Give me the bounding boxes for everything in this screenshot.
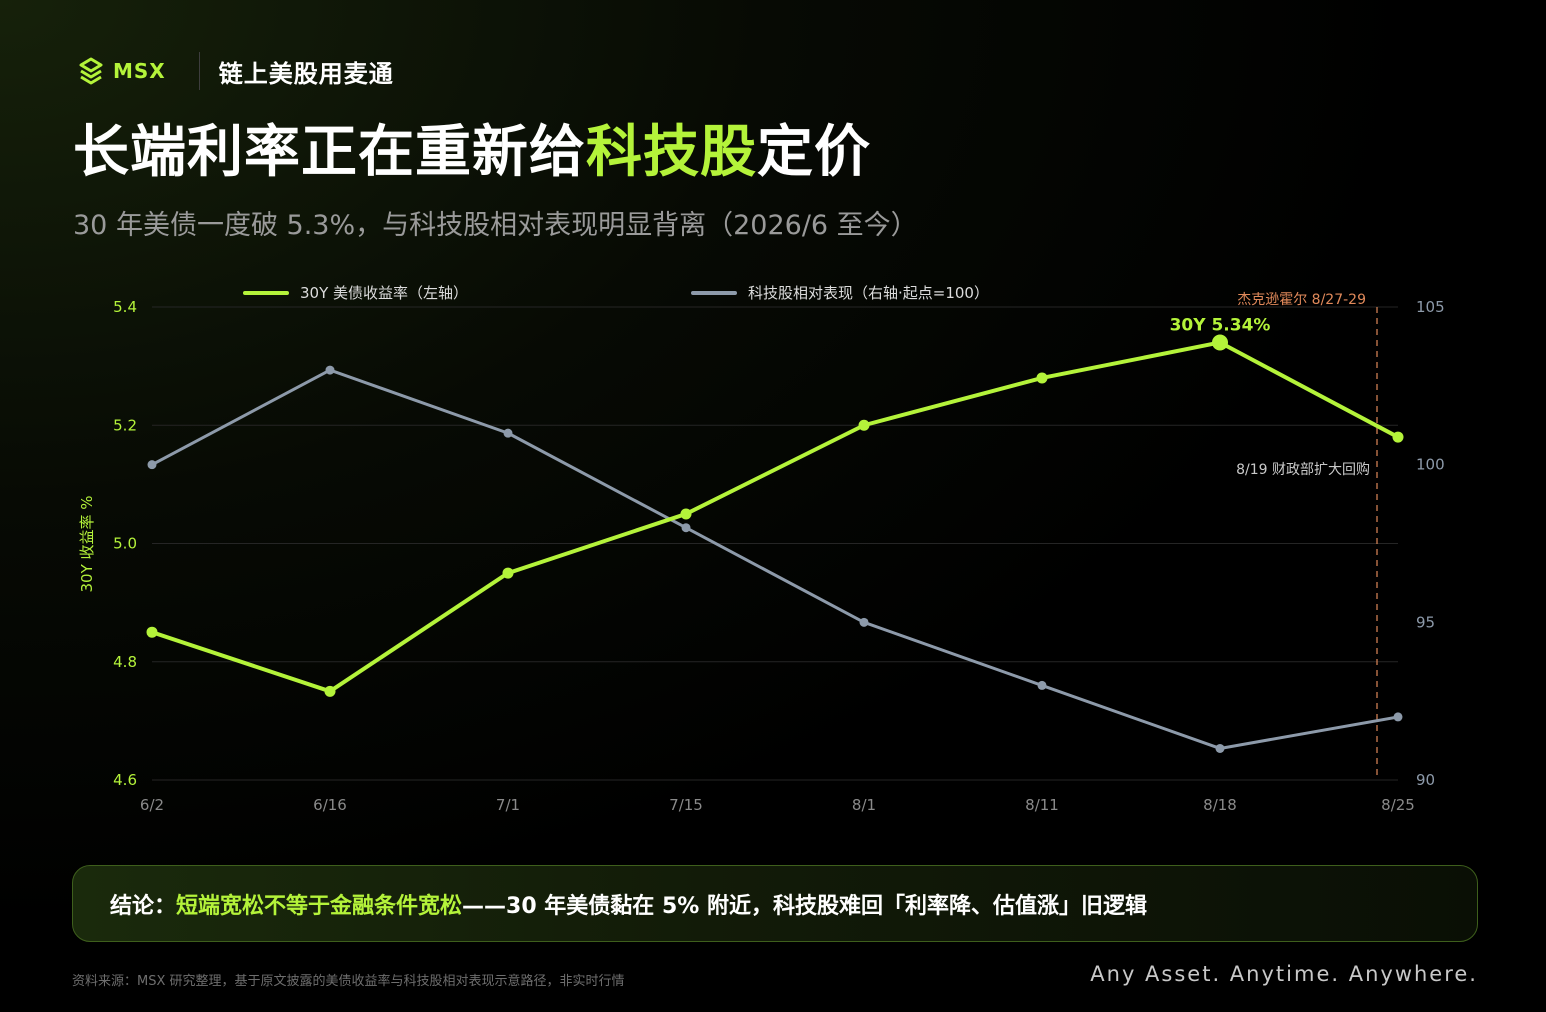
conclusion-box: 结论： 短端宽松不等于金融条件宽松 ——30 年美债黏在 5% 附近，科技股难回「利… — [72, 865, 1478, 942]
data-point-tech — [1215, 743, 1225, 753]
data-point-tech — [503, 428, 513, 438]
x-axis-tick-label: 8/25 — [1381, 796, 1415, 814]
title-highlight: 科技股 — [586, 120, 757, 185]
left-axis-tick-label: 5.0 — [113, 535, 137, 553]
msx-logo-icon — [79, 57, 103, 85]
data-point-yield — [1036, 372, 1048, 384]
data-point-yield — [858, 419, 870, 431]
data-point-tech — [1037, 680, 1047, 690]
peak-point — [1212, 334, 1228, 351]
legend-label-yield: 30Y 美债收益率（左轴） — [300, 284, 468, 302]
x-axis-tick-label: 6/16 — [313, 796, 347, 814]
data-point-tech — [325, 365, 335, 375]
data-point-tech — [1393, 712, 1403, 722]
brand-tagline: 链上美股用麦通 — [218, 59, 394, 88]
data-point-yield — [146, 626, 158, 638]
page-subtitle: 30 年美债一度破 5.3%，与科技股相对表现明显背离（2026/6 至今） — [73, 210, 918, 241]
page-title: 长端利率正在重新给科技股定价 — [73, 115, 871, 191]
left-axis-label: 30Y 收益率 % — [78, 495, 96, 592]
data-point-yield — [324, 685, 336, 697]
left-axis-tick-label: 5.4 — [113, 298, 137, 316]
data-point-yield — [1392, 431, 1404, 443]
legend-label-tech: 科技股相对表现（右轴·起点=100） — [748, 284, 989, 302]
brand-divider — [198, 52, 200, 90]
source-note: 资料来源：MSX 研究整理，基于原文披露的美债收益率与科技股相对表现示意路径，非… — [72, 974, 625, 989]
peak-label: 30Y 5.34% — [1170, 315, 1271, 335]
brand-name: MSX — [113, 59, 166, 83]
left-axis-tick-label: 4.6 — [113, 771, 137, 789]
right-axis-tick-label: 100 — [1416, 456, 1445, 474]
right-axis-tick-label: 95 — [1416, 613, 1435, 631]
x-axis-tick-label: 7/1 — [496, 796, 520, 814]
title-suffix: 定价 — [757, 120, 871, 185]
x-axis-tick-label: 8/11 — [1025, 796, 1059, 814]
x-axis-tick-label: 8/1 — [852, 796, 876, 814]
conclusion-label: 结论： — [110, 893, 177, 919]
title-prefix: 长端利率正在重新给 — [73, 120, 586, 185]
data-point-tech — [147, 460, 157, 470]
conclusion-highlight: 短端宽松不等于金融条件宽松 — [176, 893, 463, 919]
brand: MSX 链上美股用麦通 — [77, 52, 394, 90]
left-axis-tick-label: 4.8 — [113, 653, 137, 671]
right-axis-tick-label: 105 — [1416, 298, 1445, 316]
left-axis-tick-label: 5.2 — [113, 416, 137, 434]
data-point-tech — [681, 523, 691, 533]
annotation-note: 8/19 财政部扩大回购 — [1236, 462, 1370, 478]
series-line-tech — [150, 368, 1400, 750]
x-axis-tick-label: 6/2 — [140, 796, 164, 814]
slogan: Any Asset. Anytime. Anywhere. — [1090, 962, 1478, 986]
data-point-yield — [502, 567, 514, 579]
data-point-yield — [680, 508, 692, 520]
series-line-yield — [150, 340, 1400, 694]
conclusion-text: ——30 年美债黏在 5% 附近，科技股难回「利率降、估值涨」旧逻辑 — [462, 893, 1147, 919]
event-line-label: 杰克逊霍尔 8/27-29 — [1237, 292, 1366, 308]
right-axis-tick-label: 90 — [1416, 771, 1435, 789]
data-point-tech — [859, 617, 869, 627]
x-axis-tick-label: 8/18 — [1203, 796, 1237, 814]
x-axis-tick-label: 7/15 — [669, 796, 703, 814]
